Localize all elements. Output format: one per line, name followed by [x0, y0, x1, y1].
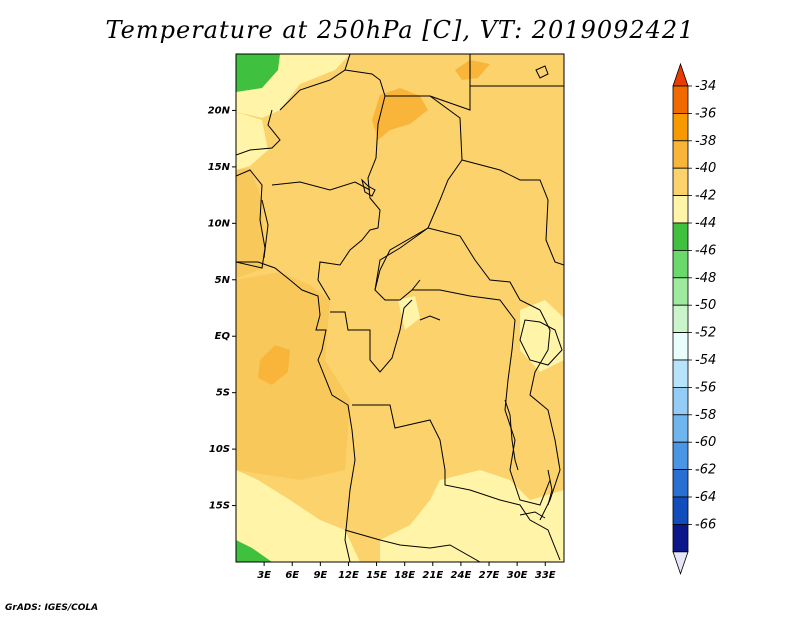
field-light-west: [236, 112, 268, 170]
colorbar-label: -56: [695, 380, 716, 395]
field-hot-patch-n: [372, 88, 428, 140]
colorbar-top-arrow: [672, 62, 689, 87]
y-tick-label: 10S: [209, 444, 230, 455]
x-tick-label: 15E: [366, 570, 387, 581]
colorbar: -34 -36 -38 -40 -42 -44 -46 -48 -50 -52 -54 -56 -58 -…: [672, 62, 716, 576]
field-green-sw: [236, 540, 272, 562]
colorbar-box: [672, 195, 689, 224]
border-car: [374, 227, 429, 291]
colorbar-label: -58: [695, 408, 716, 423]
field-warm-atlantic: [236, 272, 350, 480]
colorbar-label: -46: [695, 243, 716, 258]
colorbar-label: -34: [695, 79, 716, 94]
field-light-southwest: [236, 470, 360, 562]
field-light-east: [520, 300, 564, 372]
lake-malawi: [547, 469, 553, 506]
y-tick-label: 5S: [216, 388, 230, 399]
temperature-field: [236, 54, 564, 562]
border-mali-niger: [236, 109, 281, 156]
coastline-atlantic: [236, 261, 356, 562]
x-tick-label: 3E: [257, 570, 271, 581]
x-tick-label: 9E: [313, 570, 327, 581]
border-angola-zambia: [352, 404, 561, 561]
colorbar-label: -40: [695, 161, 716, 176]
border-congo-gabon: [330, 299, 413, 373]
y-tick-label: 20N: [208, 105, 231, 116]
field-hot-patch-ne: [455, 60, 490, 80]
x-tick-label: 30E: [507, 570, 528, 581]
lake-kariba: [519, 511, 546, 519]
colorbar-box: [672, 167, 689, 196]
x-tick-label: 24E: [451, 570, 472, 581]
border-west-africa: [236, 169, 266, 269]
colorbar-box: [672, 414, 689, 443]
colorbar-label: -36: [695, 106, 716, 121]
border-sudan-ethiopia: [461, 159, 564, 266]
colorbar-box: [672, 222, 689, 251]
border-benin: [261, 199, 269, 259]
colorbar-box: [672, 386, 689, 416]
colorbar-box: [672, 277, 689, 306]
colorbar-label: -52: [695, 326, 716, 341]
border-chad-niger-nigeria: [317, 69, 386, 301]
colorbar-box: [672, 359, 689, 388]
x-tick-label: 6E: [285, 570, 299, 581]
field-light-congo: [398, 296, 420, 330]
colorbar-box: [672, 304, 689, 334]
colorbar-label: -64: [695, 490, 716, 505]
colorbar-box: [672, 469, 689, 498]
colorbar-box: [672, 85, 689, 114]
lake-chad: [361, 178, 376, 197]
y-tick-label: 15S: [209, 501, 230, 512]
colorbar-label: -44: [695, 216, 716, 231]
x-tick-label: 27E: [479, 570, 500, 581]
colorbar-box: [672, 524, 689, 553]
x-tick-label: 33E: [535, 570, 556, 581]
colorbar-box: [672, 249, 689, 279]
x-tick-label: 21E: [422, 570, 443, 581]
lake-tanganyika: [504, 399, 519, 471]
field-green-nw: [236, 54, 280, 92]
colorbar-box: [672, 496, 689, 525]
colorbar-label: -50: [695, 298, 716, 313]
border-kenya-tanzania: [529, 309, 561, 521]
colorbar-label: -66: [695, 517, 716, 532]
colorbar-box: [672, 332, 689, 361]
border-chad-sudan: [374, 95, 463, 301]
field-warm-coast: [236, 168, 265, 278]
river-congo: [419, 315, 441, 321]
colorbar-label: -42: [695, 189, 716, 204]
colorbar-label: -54: [695, 353, 716, 368]
colorbar-label: -60: [695, 435, 716, 450]
y-tick-label: 5N: [215, 275, 231, 286]
border-namibia: [344, 529, 481, 562]
x-tick-label: 18E: [394, 570, 415, 581]
chart-title: Temperature at 250hPa [C], VT: 201909242…: [105, 16, 695, 44]
colorbar-label: -38: [695, 134, 716, 149]
x-tick-label: 12E: [338, 570, 359, 581]
border-egypt-libya: [429, 85, 564, 111]
colorbar-box: [672, 140, 689, 169]
border-niger-nigeria: [271, 181, 371, 191]
y-tick-label: 10N: [208, 218, 231, 229]
lake-victoria: [519, 319, 563, 366]
colorbar-box: [672, 113, 689, 142]
y-tick-label: EQ: [215, 331, 231, 342]
border-algeria-niger: [279, 54, 351, 111]
x-axis: 3E 6E 9E 12E 15E 18E 21E 24E 27E 30E 33E: [257, 562, 556, 581]
colorbar-label: -62: [695, 463, 716, 478]
map-frame: [235, 53, 565, 563]
sinai-outline: [535, 65, 549, 79]
border-drc-east: [412, 289, 551, 506]
colorbar-bottom-arrow: [672, 551, 689, 576]
country-borders: [236, 54, 564, 562]
border-south-sudan: [427, 227, 541, 311]
colorbar-box: [672, 441, 689, 471]
y-tick-label: 15N: [208, 162, 231, 173]
field-hot-patch-sw: [258, 345, 290, 385]
grads-credit: GrADS: IGES/COLA: [5, 603, 99, 613]
colorbar-label: -48: [695, 271, 716, 286]
y-axis: 20N 15N 10N 5N EQ 5S 10S 15S: [208, 105, 236, 512]
